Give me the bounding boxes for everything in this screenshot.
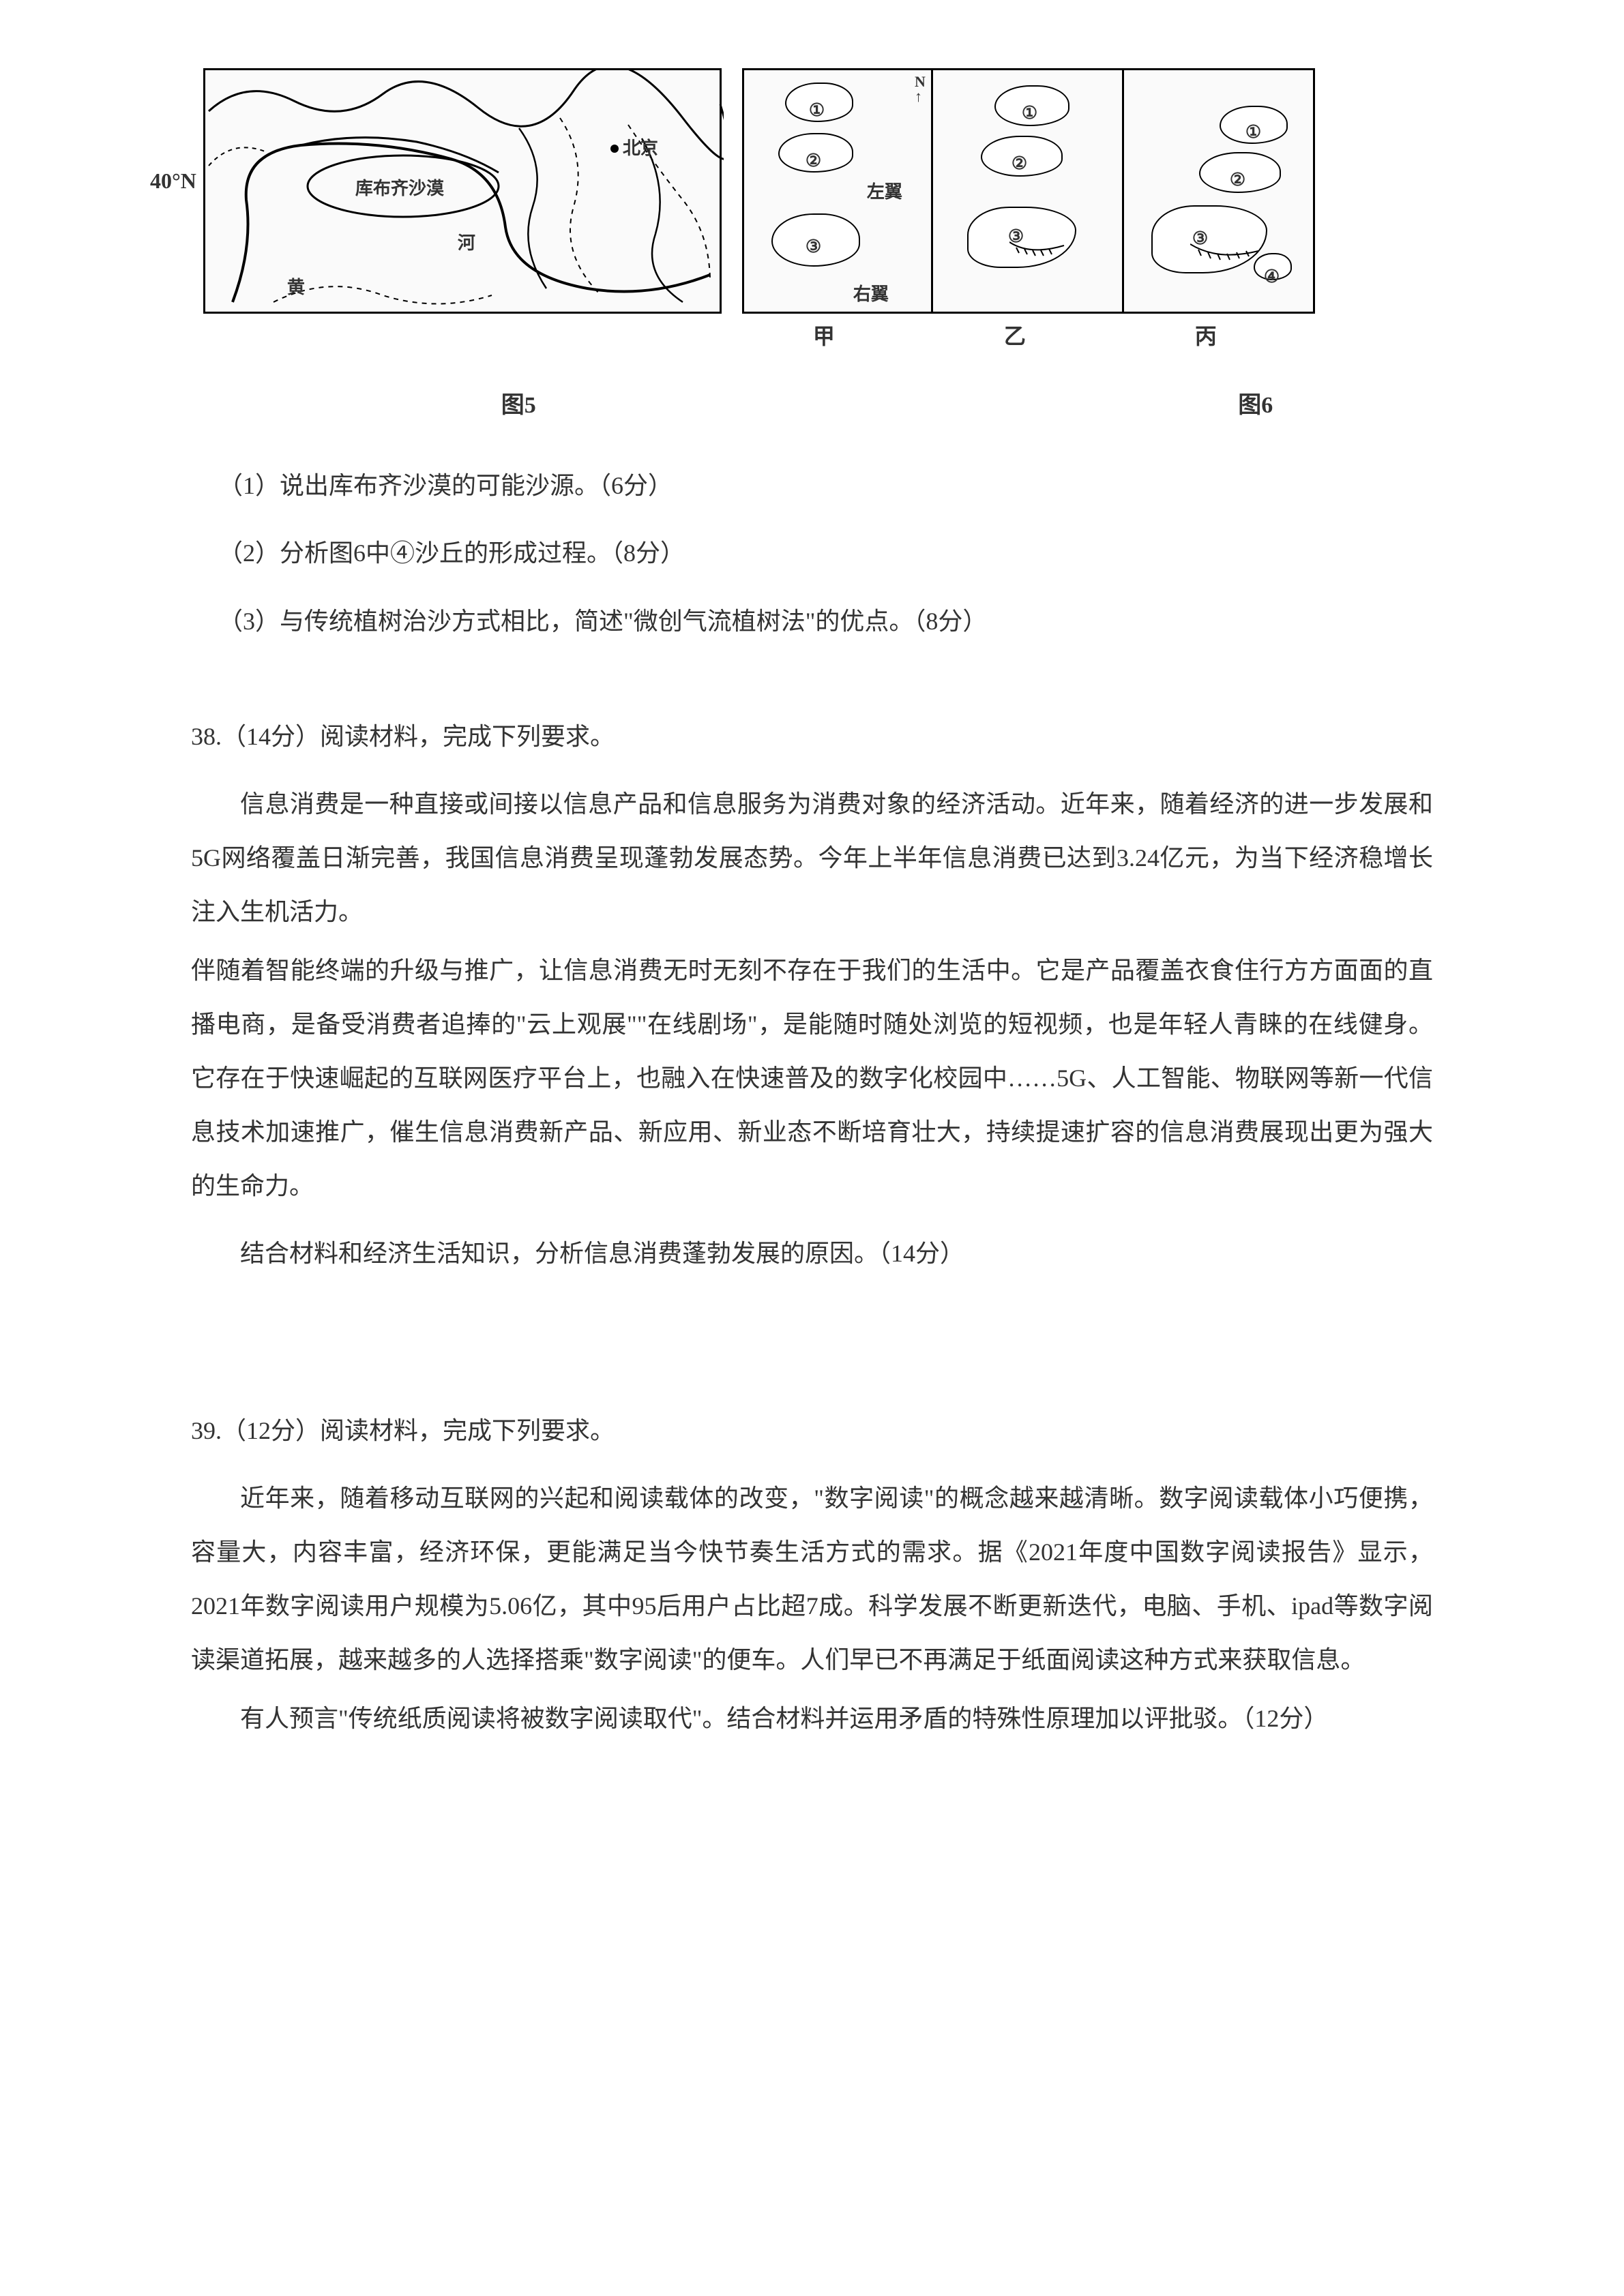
dune-num: ①	[1245, 113, 1261, 151]
question-38-para-1b: 伴随着智能终端的升级与推广，让信息消费无时无刻不存在于我们的生活中。它是产品覆盖…	[191, 944, 1433, 1214]
sub-question-1: （1）说出库布齐沙漠的可能沙源。（6分）	[218, 459, 1433, 513]
panel-label: 甲	[728, 312, 919, 360]
dune-num: ③	[806, 227, 821, 266]
question-39-para-1: 近年来，随着移动互联网的兴起和阅读载体的改变，"数字阅读"的概念越来越清晰。数字…	[191, 1472, 1433, 1688]
question-38-head: 38.（14分）阅读材料，完成下列要求。	[191, 710, 1433, 764]
question-38-para-1a: 信息消费是一种直接或间接以信息产品和信息服务为消费对象的经济活动。近年来，随着经…	[191, 777, 1433, 940]
wing-left-label: 左翼	[867, 173, 902, 211]
caption-figure-5: 图5	[501, 381, 536, 432]
dune-num: ④	[1264, 257, 1280, 296]
dune-blob	[1151, 205, 1267, 273]
dune-num: ②	[1012, 144, 1027, 183]
sub-question-2: （2）分析图6中④沙丘的形成过程。（8分）	[218, 526, 1433, 580]
panel-label-row: 甲 乙 丙	[728, 312, 1315, 360]
question-39-para-2: 有人预言"传统纸质阅读将被数字阅读取代"。结合材料并运用矛盾的特殊性原理加以评批…	[191, 1692, 1433, 1746]
dune-num: ③	[1008, 217, 1024, 256]
figure-caption-row: 图5 图6	[191, 381, 1433, 432]
panel-bing: ① ② ③ ④	[1124, 68, 1315, 314]
panel-yi: ① ② ③	[933, 68, 1124, 314]
panel-row: N↑ ① ② ③ 左翼 右翼 ① ②	[742, 68, 1315, 314]
sub-question-3: （3）与传统植树治沙方式相比，简述"微创气流植树法"的优点。（8分）	[218, 595, 1433, 648]
dune-num: ①	[809, 91, 825, 130]
north-arrow-icon: N↑	[915, 74, 926, 104]
caption-figure-6: 图6	[1238, 381, 1273, 432]
river-char-1: 黄	[287, 268, 305, 307]
wing-right-label: 右翼	[853, 275, 889, 314]
map-svg	[205, 70, 724, 316]
desert-label: 库布齐沙漠	[355, 169, 444, 208]
panel-label: 乙	[919, 312, 1110, 360]
map-figure-5: 库布齐沙漠 黄 河 北京	[203, 68, 722, 314]
panels-wrap: N↑ ① ② ③ 左翼 右翼 ① ②	[722, 68, 1315, 360]
figure-row: 40°N 库布齐沙漠 黄 河 北京	[150, 68, 1433, 360]
dune-num: ③	[1192, 219, 1208, 258]
question-39-head: 39.（12分）阅读材料，完成下列要求。	[191, 1404, 1433, 1458]
city-beijing-label: 北京	[623, 129, 658, 168]
dune-num: ②	[806, 141, 821, 180]
dune-num: ②	[1230, 160, 1245, 199]
panel-jia: N↑ ① ② ③ 左翼 右翼	[742, 68, 933, 314]
question-38-task: 结合材料和经济生活知识，分析信息消费蓬勃发展的原因。（14分）	[191, 1227, 1433, 1281]
panel-label: 丙	[1110, 312, 1301, 360]
river-char-2: 河	[458, 224, 475, 263]
latitude-label: 40°N	[150, 157, 196, 205]
dune-num: ①	[1022, 93, 1037, 132]
